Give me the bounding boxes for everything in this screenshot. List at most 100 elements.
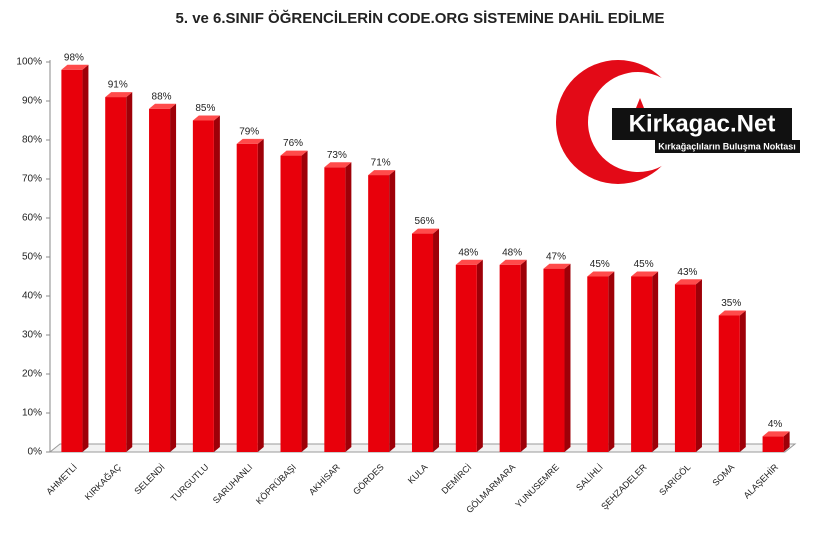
bar-side [257, 138, 264, 452]
value-label: 45% [590, 259, 610, 270]
bar-side [695, 279, 702, 452]
bar-top [718, 310, 746, 316]
x-tick-label: TURGUTLU [169, 462, 211, 504]
bar-side [126, 92, 133, 452]
logo-subbox [655, 140, 800, 153]
bar-top [674, 279, 702, 285]
bar-side [301, 150, 308, 452]
value-label: 4% [768, 419, 783, 430]
bar-side [564, 263, 571, 452]
bar-side [652, 271, 659, 452]
bar-top [455, 259, 483, 265]
logo: Kirkagac.Net Kırkağaçlıların Buluşma Nok… [556, 60, 800, 184]
value-label: 35% [721, 298, 741, 309]
bar-top [762, 431, 790, 437]
bar-side [345, 162, 352, 453]
bar-top [499, 259, 527, 265]
y-tick-label: 10% [22, 408, 42, 419]
value-label: 48% [502, 247, 522, 258]
bar-top [368, 170, 396, 176]
bar [455, 264, 477, 452]
y-tick-label: 80% [22, 135, 42, 146]
value-label: 88% [152, 91, 172, 102]
y-tick-label: 100% [16, 57, 42, 68]
x-tick-label: KULA [406, 462, 430, 486]
bar-top [543, 263, 571, 269]
bar-top [105, 92, 133, 98]
x-tick-label: KIRKAĞAÇ [83, 462, 123, 502]
bar [324, 167, 346, 453]
x-tick-label: GÖRDES [351, 462, 386, 497]
bar [499, 264, 521, 452]
y-tick-label: 70% [22, 174, 42, 185]
bar-side [476, 259, 483, 452]
bar [587, 276, 609, 452]
value-label: 98% [64, 52, 84, 63]
bar-top [192, 115, 220, 121]
bar-side [389, 170, 396, 452]
x-tick-label: ALAŞEHİR [742, 462, 781, 501]
x-tick-label: SOMA [711, 462, 737, 488]
logo-subtitle: Kırkağaçlıların Buluşma Noktası [658, 141, 796, 151]
x-tick-label: SALİHLİ [574, 462, 605, 493]
bar-side [520, 259, 527, 452]
value-label: 45% [634, 259, 654, 270]
x-tick-label: ŞEHZADELER [599, 462, 649, 512]
bar [61, 69, 83, 453]
bar-top [587, 271, 615, 277]
bar-side [170, 103, 177, 453]
y-tick-label: 50% [22, 252, 42, 263]
value-label: 71% [371, 158, 391, 169]
value-label: 91% [108, 80, 128, 91]
x-tick-label: KÖPRÜBAŞI [254, 462, 298, 506]
bar [236, 143, 258, 452]
bar [631, 276, 653, 452]
x-tick-label: AHMETLİ [44, 462, 79, 497]
bar-side [82, 64, 89, 453]
bar [718, 315, 740, 452]
value-label: 76% [283, 138, 303, 149]
bar-top [236, 138, 264, 144]
x-tick-label: DEMİRCİ [439, 462, 473, 496]
x-tick-label: SELENDİ [132, 462, 166, 496]
bar [543, 268, 565, 452]
logo-box [612, 108, 792, 140]
bar [192, 120, 214, 452]
value-label: 85% [195, 103, 215, 114]
bar-top [149, 103, 177, 109]
value-label: 73% [327, 150, 347, 161]
y-tick-label: 20% [22, 369, 42, 380]
y-tick-label: 30% [22, 330, 42, 341]
x-tick-label: SARUHANLI [211, 462, 254, 505]
bar-side [739, 310, 746, 452]
bar-side [608, 271, 615, 452]
bar-top [631, 271, 659, 277]
bar [411, 233, 434, 452]
bar [368, 175, 390, 452]
y-tick-label: 0% [28, 447, 43, 458]
logo-title: Kirkagac.Net [629, 110, 776, 137]
bar [149, 108, 171, 453]
value-label: 48% [458, 247, 478, 258]
y-tick-label: 60% [22, 213, 42, 224]
bar-side [433, 228, 440, 452]
x-tick-label: YUNUSEMRE [513, 462, 561, 510]
bar-top [280, 150, 308, 156]
value-label: 47% [546, 251, 566, 262]
bar [280, 155, 302, 452]
value-label: 43% [677, 267, 697, 278]
bar-top [411, 228, 440, 234]
bar [762, 436, 784, 452]
bar [674, 284, 696, 452]
value-label: 56% [414, 216, 434, 227]
bar [105, 97, 127, 452]
x-tick-label: AKHİSAR [307, 462, 342, 497]
y-tick-label: 90% [22, 96, 42, 107]
bar-top [324, 162, 352, 168]
bar-top [61, 64, 89, 70]
y-tick-label: 40% [22, 291, 42, 302]
value-label: 79% [239, 127, 259, 138]
chart-title: 5. ve 6.SINIF ÖĞRENCİLERİN CODE.ORG SİST… [176, 9, 665, 27]
bar-side [213, 115, 220, 452]
